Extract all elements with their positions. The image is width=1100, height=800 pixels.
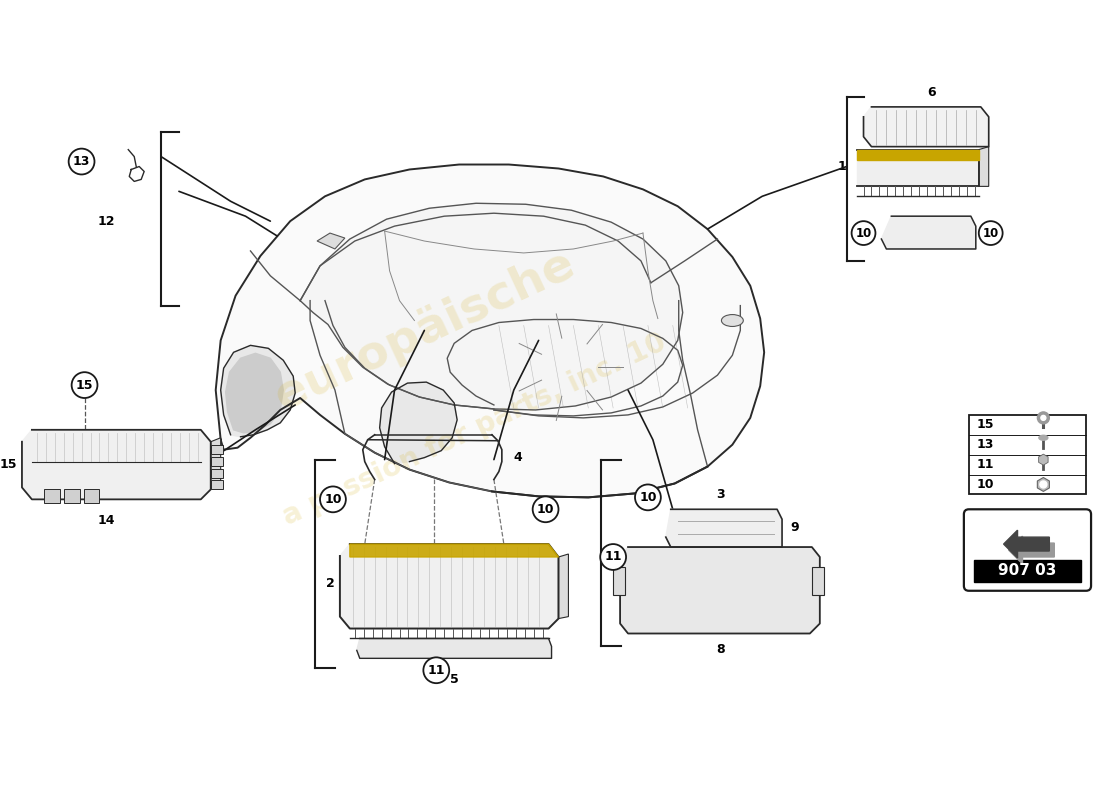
Polygon shape [857, 150, 979, 159]
Circle shape [979, 221, 1002, 245]
Circle shape [635, 485, 661, 510]
Ellipse shape [1038, 435, 1048, 440]
Circle shape [532, 496, 559, 522]
Polygon shape [340, 544, 559, 629]
Text: 10: 10 [856, 226, 871, 239]
Ellipse shape [722, 314, 744, 326]
Text: 12: 12 [98, 214, 116, 228]
Text: 5: 5 [450, 674, 459, 686]
Polygon shape [1037, 478, 1049, 491]
Polygon shape [979, 146, 989, 186]
Circle shape [1041, 415, 1046, 420]
Text: a passion for parts, inc. 10: a passion for parts, inc. 10 [278, 328, 670, 531]
Circle shape [851, 221, 876, 245]
Text: 7: 7 [981, 225, 990, 238]
Bar [211, 457, 222, 466]
Circle shape [68, 149, 95, 174]
Text: 11: 11 [428, 664, 446, 677]
Text: 11: 11 [977, 458, 994, 471]
Bar [211, 481, 222, 490]
Text: 10: 10 [982, 226, 999, 239]
Bar [969, 415, 1086, 494]
Polygon shape [864, 107, 989, 146]
Text: 10: 10 [639, 491, 657, 504]
Text: 1: 1 [838, 160, 847, 173]
Circle shape [320, 486, 345, 512]
Polygon shape [881, 216, 976, 249]
Text: 6: 6 [927, 86, 935, 99]
Polygon shape [216, 165, 764, 498]
Bar [974, 560, 1081, 582]
Bar [211, 469, 222, 478]
Polygon shape [620, 547, 820, 634]
Polygon shape [857, 150, 979, 186]
Circle shape [72, 372, 98, 398]
Polygon shape [356, 638, 551, 658]
Polygon shape [379, 382, 458, 463]
Text: 2: 2 [327, 578, 334, 590]
Polygon shape [221, 346, 295, 437]
Text: 4: 4 [514, 451, 522, 464]
Text: 15: 15 [977, 418, 994, 431]
Text: europäische: europäische [267, 241, 582, 420]
FancyBboxPatch shape [964, 510, 1091, 590]
Polygon shape [22, 430, 211, 499]
Text: 13: 13 [73, 155, 90, 168]
Bar [44, 490, 59, 503]
Polygon shape [226, 354, 284, 433]
Polygon shape [300, 203, 683, 410]
Polygon shape [559, 554, 569, 618]
Text: 3: 3 [716, 488, 725, 502]
Text: 14: 14 [98, 514, 116, 527]
Bar [812, 567, 824, 594]
Text: 15: 15 [76, 378, 94, 391]
Polygon shape [1003, 530, 1049, 558]
Text: 10: 10 [537, 502, 554, 516]
Bar [64, 490, 79, 503]
Bar [211, 445, 222, 454]
Text: 11: 11 [604, 550, 622, 563]
Text: 10: 10 [324, 493, 342, 506]
Polygon shape [1038, 454, 1048, 465]
Polygon shape [1009, 536, 1054, 564]
Circle shape [424, 658, 449, 683]
Circle shape [601, 544, 626, 570]
Text: 9: 9 [790, 521, 799, 534]
Text: 907 03: 907 03 [999, 563, 1057, 578]
Text: 13: 13 [977, 438, 994, 451]
Bar [613, 567, 625, 594]
Bar [84, 490, 99, 503]
Circle shape [1037, 412, 1049, 424]
Text: 8: 8 [716, 643, 725, 657]
Text: 10: 10 [977, 478, 994, 491]
Polygon shape [666, 510, 782, 547]
Polygon shape [317, 233, 345, 249]
Text: 15: 15 [0, 458, 16, 471]
Polygon shape [211, 438, 221, 490]
Polygon shape [350, 544, 559, 557]
Circle shape [1040, 481, 1047, 488]
